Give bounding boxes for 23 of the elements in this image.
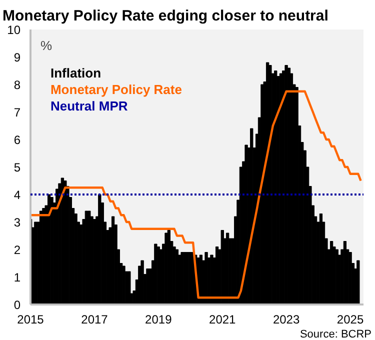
text: Inflation bbox=[50, 65, 102, 80]
y-tick-label: 2 bbox=[14, 243, 21, 257]
chart-title: Monetary Policy Rate edging closer to neutral bbox=[2, 8, 328, 24]
y-tick-label: 4 bbox=[14, 188, 21, 202]
y-tick-label: 6 bbox=[14, 133, 21, 147]
x-tick-label: 2017 bbox=[81, 312, 108, 326]
y-tick-label: 5 bbox=[14, 160, 21, 174]
source-note: Source: BCRP bbox=[300, 328, 372, 340]
y-tick-label: 7 bbox=[14, 106, 21, 120]
y-axis-title: % bbox=[40, 38, 52, 53]
x-tick-label: 2015 bbox=[17, 312, 44, 326]
x-tick-label: 2021 bbox=[209, 312, 236, 326]
y-tick-label: 10 bbox=[7, 23, 21, 37]
x-tick-label: 2025 bbox=[336, 312, 364, 326]
y-tick-label: 1 bbox=[14, 270, 21, 284]
text: Monetary Policy Rate bbox=[50, 82, 182, 97]
x-tick-label: 2019 bbox=[145, 312, 172, 326]
ref-line-label: Neutral MPR bbox=[50, 98, 128, 114]
y-tick-label: 3 bbox=[14, 216, 21, 230]
x-tick-label: 2023 bbox=[272, 312, 300, 326]
y-tick-label: 8 bbox=[14, 78, 21, 92]
y-tick-label: 9 bbox=[14, 50, 21, 64]
y-tick-label: 0 bbox=[14, 298, 21, 312]
